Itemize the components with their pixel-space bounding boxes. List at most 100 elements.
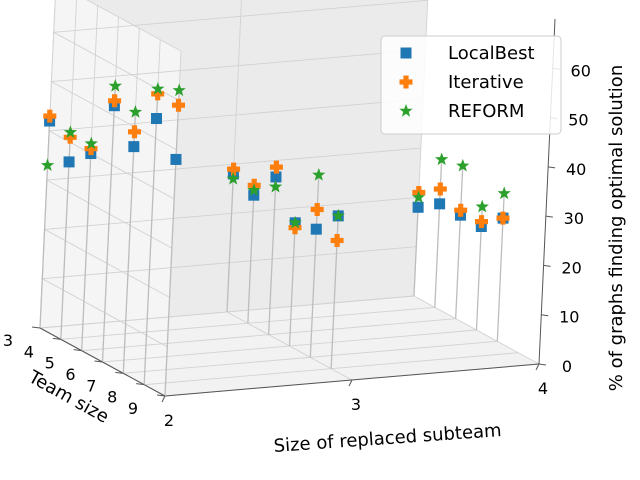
stem-x2-y8 [143, 88, 159, 385]
y-tick-mark-5 [73, 349, 82, 352]
y-tick-label-3: 3 [3, 331, 13, 350]
z-tick-label-0: 0 [562, 357, 572, 376]
marker-reform-x3-y3 [226, 171, 240, 185]
stem-x4-y4 [434, 159, 443, 308]
marker-iterative-x2-y4 [63, 130, 77, 144]
stem-x2-y9 [164, 90, 180, 397]
marker-iterative-x2-y7 [128, 125, 141, 139]
marker-reform-x4-y7 [497, 186, 511, 200]
marker-reform-x3-y4 [247, 183, 261, 196]
stem-lines [39, 85, 505, 397]
z-tick-mark-0 [538, 363, 547, 366]
x-tick-label-2: 2 [164, 411, 174, 430]
y-tick-label-7: 7 [86, 376, 96, 395]
legend-label-reform: REFORM [448, 101, 524, 122]
marker-reform-x2-y8 [151, 82, 165, 95]
marker-reform-x3-y5 [268, 179, 283, 193]
x-tick-mark-4 [535, 363, 540, 371]
marker-reform-x2-y4 [63, 125, 78, 138]
stem-x3-y6 [288, 222, 296, 347]
y-tick-mark-8 [136, 383, 145, 386]
legend-iterative-icon [399, 75, 413, 89]
marker-reform-x4-y4 [435, 152, 449, 166]
y-tick-label-9: 9 [128, 399, 138, 418]
stem-x3-y4 [247, 185, 255, 324]
legend-marker-localbest [400, 47, 412, 59]
x-tick-label-4: 4 [538, 379, 548, 398]
x-axis-label: Size of replaced subteam [273, 420, 502, 457]
x-tick-label-3: 3 [351, 395, 361, 414]
legend-localbest-icon [400, 47, 412, 59]
legend: LocalBest Iterative REFORM [380, 35, 562, 135]
marker-reform-x4-y5 [456, 158, 470, 172]
y-tick-label-5: 5 [45, 354, 55, 373]
marker-reform-x4-y3 [411, 190, 426, 204]
marker-iterative-x3-y3 [227, 162, 241, 176]
marker-iterative-x3-y8 [330, 234, 344, 247]
stem-x2-y7 [122, 112, 137, 374]
marker-localbest-x2-y8 [151, 113, 163, 125]
marker-localbest-x2-y4 [63, 156, 75, 168]
marker-localbest-x2-y9 [170, 153, 182, 165]
y-tick-mark-7 [115, 371, 124, 374]
marker-iterative-x4-y6 [475, 215, 488, 229]
marker-reform-x2-y6 [108, 79, 122, 92]
y-tick-mark-4 [52, 337, 61, 340]
z-tick-mark-20 [543, 264, 551, 267]
x-tick-mark-2 [161, 395, 166, 403]
z-tick-mark-40 [548, 166, 556, 169]
marker-iterative-x4-y4 [433, 182, 447, 196]
z-tick-label-60: 60 [571, 61, 591, 80]
y-tick-label-4: 4 [24, 342, 34, 361]
marker-iterative-x2-y3 [43, 109, 57, 123]
marker-reform-x3-y8 [331, 208, 345, 222]
marker-iterative-x3-y6 [288, 221, 302, 235]
stem-x3-y3 [226, 169, 235, 313]
marker-iterative-x2-y6 [108, 94, 122, 108]
marker-localbest-x2-y7 [128, 141, 140, 153]
z-tick-mark-10 [541, 314, 549, 317]
marker-iterative-x2-y5 [84, 142, 98, 156]
y-tick-mark-3 [31, 326, 41, 329]
stem-x4-y5 [455, 165, 464, 319]
stem-x2-y5 [81, 143, 92, 351]
marker-localbest-x4-y4 [434, 198, 446, 210]
marker-reform-x2-y5 [84, 136, 98, 150]
marker-reform-x2-y7 [128, 105, 143, 118]
z-tick-label-40: 40 [566, 160, 586, 179]
marker-iterative-x4-y7 [496, 211, 510, 225]
z-tick-label-10: 10 [559, 308, 579, 327]
marker-reform-x3-y7 [312, 168, 326, 181]
stem-x2-y3 [39, 116, 51, 329]
x-tick-mark-3 [348, 379, 353, 387]
legend-marker-iterative [399, 75, 413, 89]
marker-iterative-x2-y8 [151, 87, 165, 101]
marker-localbest-x4-y3 [412, 201, 424, 213]
legend-label-localbest: LocalBest [448, 43, 535, 64]
marker-reform-x4-y6 [475, 199, 489, 213]
marker-iterative-x3-y5 [269, 160, 283, 174]
y-tick-label-6: 6 [65, 365, 75, 384]
data-markers [40, 79, 511, 247]
z-tick-mark-30 [545, 215, 553, 218]
marker-localbest-x3-y5 [270, 171, 282, 183]
y-tick-mark-6 [94, 360, 103, 363]
y-tick-label-8: 8 [107, 388, 117, 407]
legend-label-iterative: Iterative [448, 72, 524, 93]
marker-reform-x3-y6 [288, 215, 302, 229]
z-tick-label-30: 30 [564, 209, 584, 228]
stem-x3-y5 [268, 167, 278, 335]
marker-iterative-x4-y5 [454, 203, 468, 217]
stem-x2-y6 [101, 85, 116, 363]
marker-localbest-x3-y4 [248, 189, 260, 201]
marker-reform-x2-y3 [40, 158, 55, 171]
y-tick-mark-9 [156, 394, 166, 397]
z-axis-label: % of graphs finding optimal solution [606, 65, 627, 391]
marker-reform-x2-y9 [172, 83, 186, 97]
z-tick-label-50: 50 [568, 111, 588, 130]
legend-reform-icon [399, 104, 413, 117]
legend-frame [380, 35, 562, 135]
marker-iterative-x3-y7 [310, 203, 324, 216]
